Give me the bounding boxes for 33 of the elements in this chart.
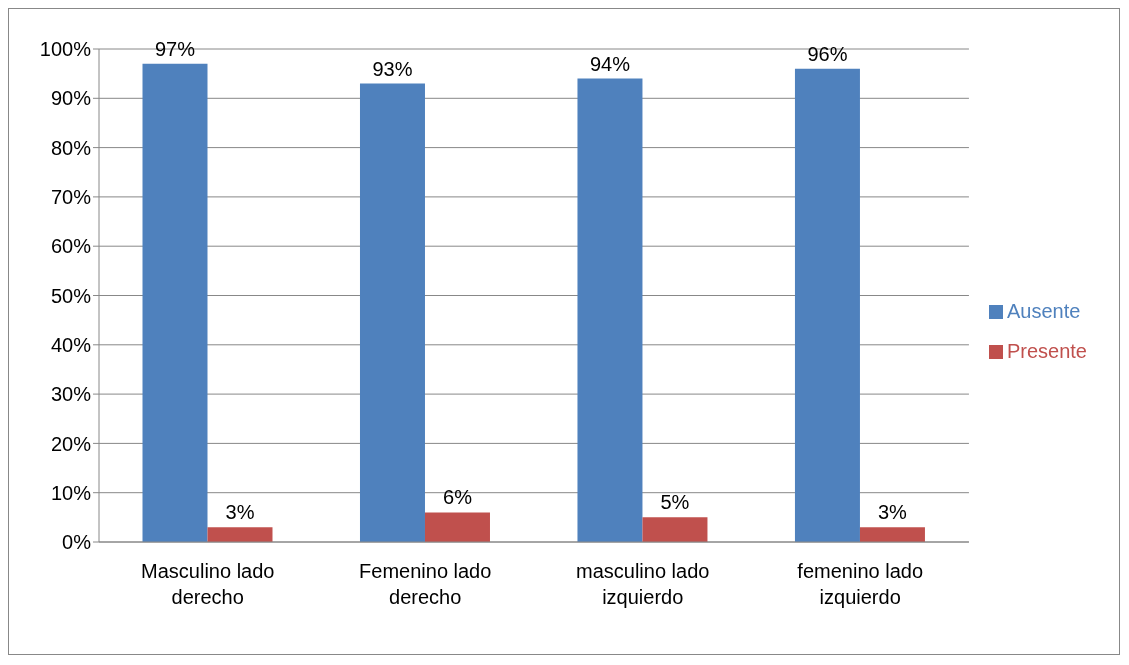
- bar: [577, 78, 643, 542]
- bar: [642, 517, 708, 542]
- bar: [359, 83, 425, 542]
- x-tick-label: masculino lado izquierdo: [576, 560, 710, 608]
- x-tick-label: Femenino lado derecho: [359, 560, 492, 608]
- data-label: 3%: [878, 501, 908, 524]
- y-tick-label: 80%: [50, 136, 92, 159]
- y-tick-label: 70%: [50, 186, 92, 208]
- legend-label: Ausente: [1006, 299, 1081, 322]
- y-tick-label: 40%: [50, 333, 92, 356]
- data-label: 94%: [589, 52, 631, 75]
- y-tick-label: 30%: [50, 383, 92, 406]
- bar: [794, 68, 860, 542]
- x-tick-label: femenino lado izquierdo: [797, 560, 924, 608]
- legend-label: Presente: [1006, 339, 1087, 362]
- data-label: 93%: [372, 57, 413, 80]
- y-tick-label: 20%: [50, 432, 92, 455]
- y-tick-label: 50%: [50, 284, 92, 307]
- bar: [424, 512, 490, 542]
- data-label: 3%: [225, 501, 255, 524]
- y-tick-label: 60%: [50, 235, 92, 258]
- x-tick-label: Masculino lado derecho: [141, 560, 275, 608]
- data-label: 97%: [154, 37, 196, 60]
- bar: [859, 527, 925, 542]
- bar: [207, 527, 273, 542]
- bar: [142, 63, 208, 542]
- y-tick-label: 90%: [50, 87, 92, 110]
- data-label: 6%: [443, 486, 473, 509]
- y-tick-label: 0%: [62, 531, 92, 554]
- data-label: 96%: [807, 42, 848, 65]
- data-label: 5%: [660, 491, 690, 514]
- y-tick-label: 10%: [50, 481, 92, 504]
- y-tick-label: 100%: [39, 38, 92, 61]
